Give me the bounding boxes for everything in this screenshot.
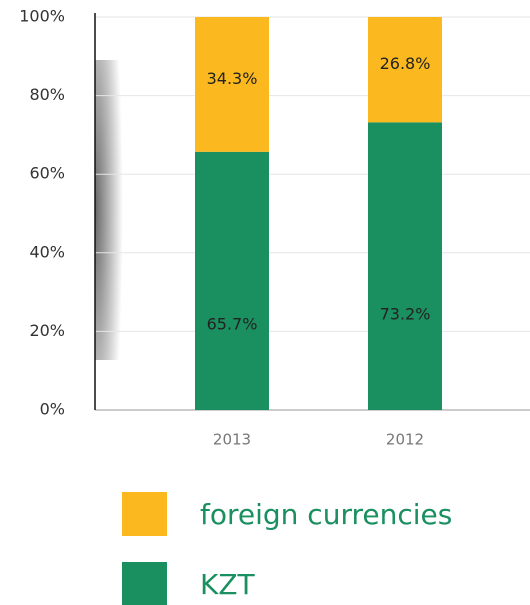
bar-segment <box>368 122 442 410</box>
data-label: 65.7% <box>207 314 258 333</box>
legend-swatch <box>122 492 167 536</box>
y-tick-label: 20% <box>29 321 65 340</box>
data-label: 73.2% <box>380 305 431 324</box>
y-tick-label: 40% <box>29 242 65 261</box>
bar-segment <box>195 151 269 410</box>
y-tick-label: 80% <box>29 85 65 104</box>
bar-segment <box>368 17 442 123</box>
y-tick-label: 60% <box>29 164 65 183</box>
y-tick-label: 0% <box>40 400 65 419</box>
legend-label: KZT <box>200 568 256 601</box>
data-label: 34.3% <box>207 69 258 88</box>
x-tick-label: 2012 <box>386 431 424 449</box>
legend-swatch <box>122 562 167 605</box>
data-label: 26.8% <box>380 54 431 73</box>
x-tick-label: 2013 <box>213 431 251 449</box>
legend-label: foreign currencies <box>200 498 452 531</box>
bar-segment <box>195 17 269 152</box>
y-tick-label: 100% <box>19 7 65 26</box>
axis-shadow <box>95 60 123 360</box>
